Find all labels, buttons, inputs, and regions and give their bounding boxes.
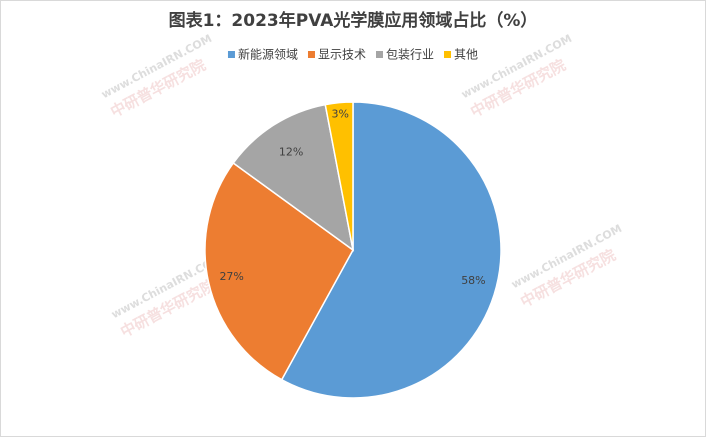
legend-label: 包装行业: [386, 48, 434, 62]
value-label: 3%: [331, 107, 348, 120]
value-label: 27%: [219, 270, 243, 283]
value-label: 12%: [279, 146, 303, 159]
pie-slice: [280, 101, 502, 399]
legend-swatch: [444, 51, 452, 58]
pie-slice: [324, 101, 354, 251]
legend: 新能源领域 显示技术 包装行业 其他: [227, 47, 478, 62]
legend-label: 新能源领域: [238, 47, 298, 62]
legend-label: 显示技术: [318, 48, 366, 62]
legend-label: 其他: [454, 48, 478, 62]
chart-title: 图表1：2023年PVA光学膜应用领域占比（%）: [169, 10, 538, 31]
value-label: 58%: [461, 274, 485, 287]
legend-swatch: [227, 51, 235, 58]
legend-swatch: [376, 51, 383, 58]
legend-swatch: [307, 51, 315, 58]
pie-slice: [232, 103, 355, 252]
pie-slice: [204, 161, 354, 381]
